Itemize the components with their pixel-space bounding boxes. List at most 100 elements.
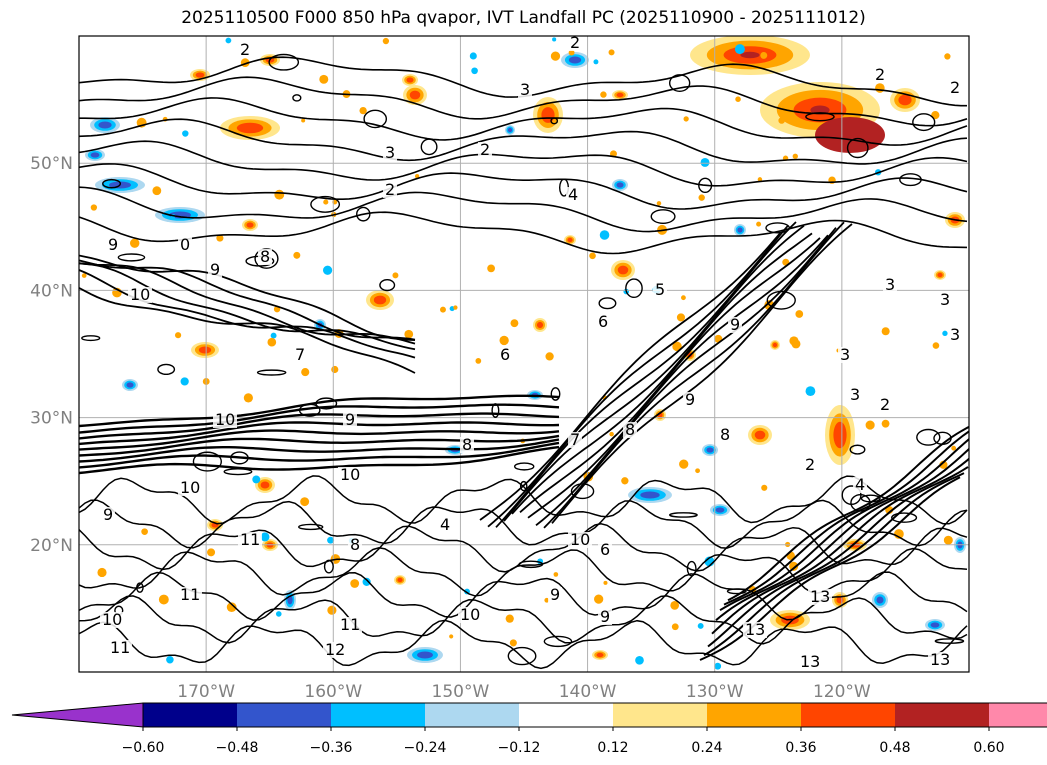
- ivt-contour-ring: [899, 173, 922, 187]
- qvapor-speckle: [510, 319, 519, 328]
- qvapor-speckle: [359, 106, 367, 115]
- qvapor-speckle: [881, 327, 890, 336]
- lon-tick-label: 140°W: [559, 682, 617, 702]
- lat-tick-label: 20°N: [30, 536, 73, 556]
- lat-tick-label: 30°N: [30, 409, 73, 429]
- contour-value-label: 5: [655, 280, 665, 299]
- contour-value-label: 8: [625, 420, 635, 439]
- ivt-contour-line: [79, 445, 560, 475]
- ivt-contour-ring: [726, 588, 747, 595]
- ivt-contour-ring: [315, 397, 338, 410]
- contour-value-label: 12: [325, 640, 345, 659]
- ivt-contour-line: [703, 472, 965, 657]
- ivt-contour-line: [543, 221, 845, 529]
- lat-tick-label: 40°N: [30, 281, 73, 301]
- contour-value-label: 13: [800, 652, 820, 671]
- qvapor-speckle: [550, 51, 561, 61]
- qvapor-anomaly-patch: [98, 121, 112, 129]
- contour-value-label: 4: [855, 475, 865, 494]
- qvapor-speckle: [453, 305, 458, 310]
- qvapor-speckle: [300, 497, 310, 507]
- colorbar-segment: [331, 703, 425, 727]
- qvapor-speckle: [608, 49, 615, 56]
- qvapor-anomaly-patch: [898, 94, 912, 106]
- ivt-contour-layer: [79, 53, 969, 670]
- ivt-contour-ring: [598, 297, 617, 310]
- ivt-contour-ring: [223, 468, 253, 476]
- qvapor-anomaly-patch: [617, 265, 629, 275]
- qvapor-speckle: [795, 310, 804, 318]
- qvapor-speckle: [471, 67, 478, 75]
- qvapor-anomaly-patch: [536, 321, 544, 329]
- qvapor-speckle: [568, 49, 575, 56]
- colorbar-tick-label: −0.60: [122, 740, 165, 756]
- ivt-contour-line: [715, 447, 969, 621]
- ivt-contour-line: [79, 394, 560, 428]
- ivt-contour-ring: [543, 635, 573, 648]
- ivt-contour-ring: [292, 94, 302, 102]
- contour-value-label: 8: [260, 247, 270, 266]
- qvapor-speckle: [327, 605, 337, 615]
- qvapor-speckle: [166, 655, 174, 664]
- contour-value-label: 3: [850, 385, 860, 404]
- ivt-contour-ring: [379, 279, 396, 292]
- ivt-contour-ring: [268, 53, 300, 71]
- contour-value-label: 9: [550, 585, 560, 604]
- contour-value-label: 9: [210, 260, 220, 279]
- qvapor-speckle: [881, 419, 890, 428]
- qvapor-speckle: [943, 535, 953, 545]
- ivt-contour-line: [79, 441, 560, 469]
- ivt-contour-line: [487, 225, 789, 528]
- colorbar-tick-label: 0.48: [879, 740, 910, 756]
- qvapor-speckle: [670, 601, 680, 610]
- qvapor-speckle: [97, 567, 107, 578]
- qvapor-speckle: [225, 37, 232, 44]
- ivt-contour-ring: [136, 582, 144, 593]
- contour-value-label: 2: [240, 40, 250, 59]
- qvapor-speckle: [81, 273, 87, 278]
- ivt-contour-line: [79, 140, 968, 187]
- contour-value-label: 11: [110, 638, 130, 657]
- qvapor-speckle: [594, 594, 604, 604]
- colorbar-segment: [519, 703, 613, 727]
- contour-value-label: 9: [108, 235, 118, 254]
- qvapor-speckle: [226, 602, 237, 613]
- colorbar-segment: [613, 703, 707, 727]
- ivt-contour-line: [79, 438, 560, 463]
- ivt-contour-line: [727, 425, 969, 602]
- qvapor-speckle: [757, 177, 763, 182]
- qvapor-anomaly-patch: [876, 596, 884, 604]
- contour-value-label: 2: [570, 33, 580, 52]
- contour-value-label: 13: [810, 587, 830, 606]
- qvapor-speckle: [695, 468, 700, 474]
- lon-tick-label: 120°W: [813, 682, 871, 702]
- qvapor-anomaly-patch: [616, 182, 624, 188]
- colorbar-tick-label: −0.48: [216, 740, 259, 756]
- qvapor-speckle: [404, 329, 414, 339]
- qvapor-anomaly-patch: [715, 507, 725, 513]
- lon-tick-label: 150°W: [432, 682, 490, 702]
- ivt-contour-line: [723, 430, 969, 606]
- qvapor-speckle: [734, 44, 745, 55]
- qvapor-speckle: [700, 157, 710, 167]
- contour-value-label: 8: [462, 435, 472, 454]
- colorbar-segment: [425, 703, 519, 727]
- ivt-contour-ring: [518, 560, 544, 569]
- qvapor-anomaly-patch: [287, 595, 293, 605]
- contour-value-label: 2: [880, 395, 890, 414]
- contour-value-label: 10: [460, 605, 480, 624]
- qvapor-speckle: [697, 622, 704, 629]
- qvapor-speckle: [679, 459, 689, 469]
- qvapor-anomaly-patch: [737, 227, 743, 233]
- qvapor-speckle: [267, 337, 277, 347]
- ivt-contour-ring: [625, 278, 643, 299]
- contour-value-label: 9: [730, 315, 740, 334]
- colorbar-segment: [989, 703, 1047, 727]
- contour-value-label: 2: [805, 455, 815, 474]
- qvapor-anomaly-patch: [937, 272, 943, 278]
- ivt-contour-ring: [766, 290, 796, 310]
- contour-value-label: 2: [875, 65, 885, 84]
- qvapor-speckle: [544, 597, 550, 603]
- ivt-contour-line: [79, 434, 560, 457]
